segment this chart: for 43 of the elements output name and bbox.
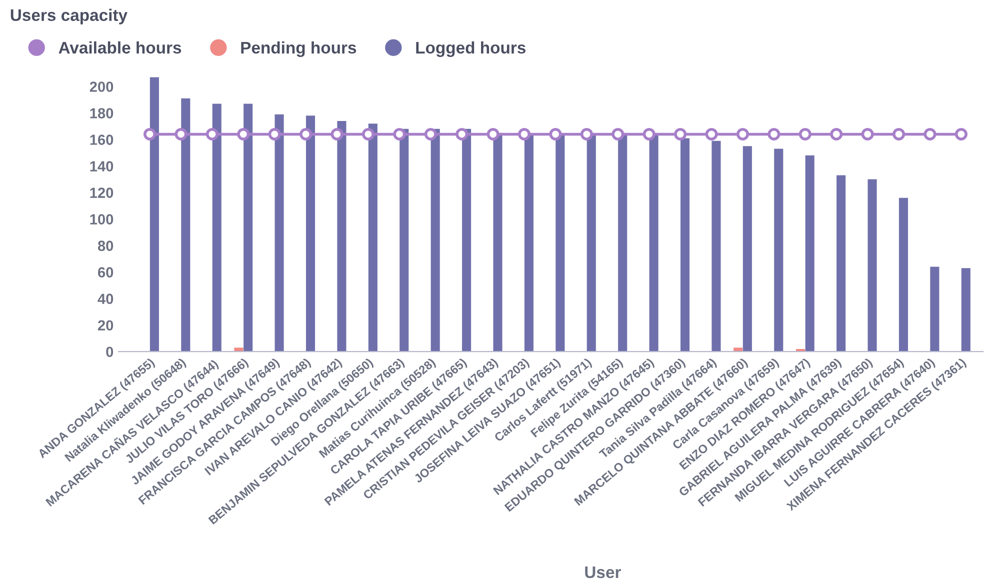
- bar: [649, 134, 658, 352]
- bar: [462, 128, 472, 352]
- bar: [680, 138, 690, 352]
- legend-label: Available hours: [58, 41, 182, 54]
- bar: [805, 155, 814, 352]
- bar: [212, 104, 222, 352]
- bar: [712, 140, 721, 352]
- chart-title: Users capacity: [10, 8, 128, 24]
- bar: [493, 132, 502, 352]
- y-tick-label: 20: [98, 320, 114, 331]
- bar: [244, 104, 253, 352]
- bar: [150, 77, 159, 352]
- bar: [961, 268, 970, 352]
- bar: [306, 116, 316, 352]
- bar: [898, 198, 908, 352]
- y-tick-label: 100: [90, 214, 114, 224]
- legend-label: Pending hours: [241, 41, 356, 57]
- y-tick-label: 60: [98, 267, 114, 278]
- bar: [774, 148, 784, 352]
- bar: [742, 146, 752, 352]
- bar: [400, 128, 409, 352]
- bar: [368, 124, 378, 352]
- bar: [930, 266, 940, 352]
- bar: [556, 134, 565, 352]
- y-tick-label: 200: [90, 82, 114, 92]
- legend-label: Logged hours: [416, 41, 526, 57]
- y-tick-label: 80: [98, 240, 114, 251]
- y-tick-label: 180: [90, 108, 114, 118]
- y-tick-label: 120: [90, 188, 114, 198]
- y-tick-label: 140: [90, 161, 114, 172]
- bar: [181, 98, 190, 352]
- bar: [274, 114, 284, 352]
- y-tick-label: 40: [98, 294, 114, 304]
- bar: [430, 128, 440, 352]
- bar: [836, 175, 846, 352]
- bar: [586, 134, 596, 352]
- y-tick-label: 0: [106, 346, 114, 358]
- bar: [337, 120, 346, 352]
- bar: [868, 179, 877, 352]
- bar: [524, 134, 534, 352]
- y-tick-label: 160: [90, 134, 114, 145]
- bar: [618, 134, 628, 352]
- x-axis-title: User: [585, 566, 621, 578]
